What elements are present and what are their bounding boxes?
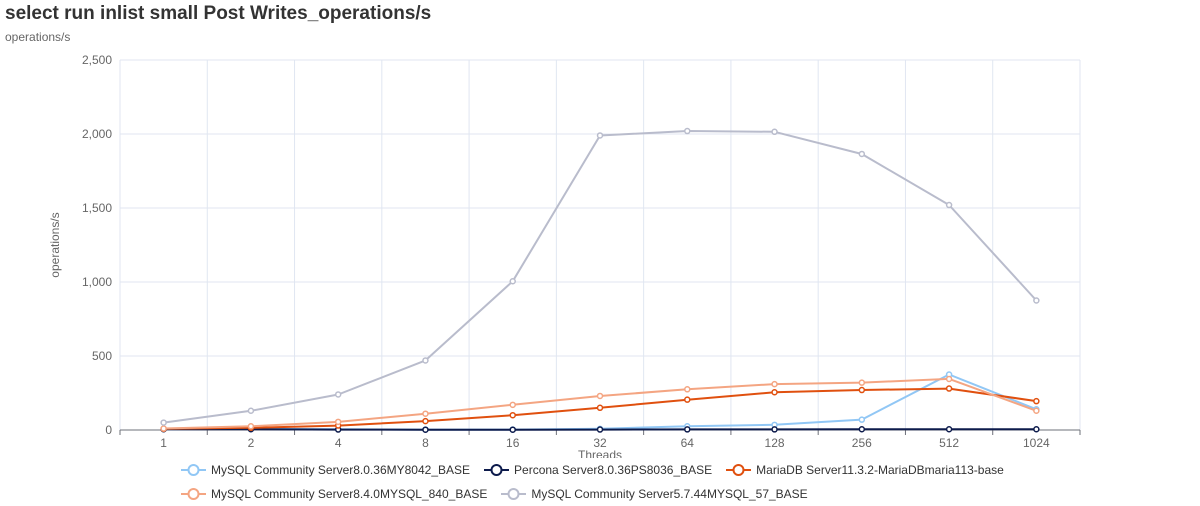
- y-tick-label: 0: [105, 423, 112, 437]
- legend-line-circle-icon: [501, 487, 526, 501]
- legend-label: Percona Server8.0.36PS8036_BASE: [514, 463, 712, 477]
- data-point[interactable]: [510, 427, 515, 432]
- y-tick-label: 500: [92, 349, 112, 363]
- x-tick-label: 128: [765, 436, 785, 450]
- x-tick-label: 64: [681, 436, 695, 450]
- x-tick-label: 16: [506, 436, 520, 450]
- y-tick-label: 1,500: [82, 201, 112, 215]
- y-tick-label: 2,500: [82, 53, 112, 67]
- data-point[interactable]: [161, 420, 166, 425]
- data-point[interactable]: [772, 427, 777, 432]
- data-point[interactable]: [248, 408, 253, 413]
- data-point[interactable]: [598, 133, 603, 138]
- x-tick-label: 1024: [1023, 436, 1050, 450]
- legend-label: MariaDB Server11.3.2-MariaDBmaria113-bas…: [756, 463, 1004, 477]
- y-tick-label: 2,000: [82, 127, 112, 141]
- data-point[interactable]: [510, 402, 515, 407]
- data-point[interactable]: [772, 390, 777, 395]
- legend-line-circle-icon: [181, 487, 206, 501]
- legend-label: MySQL Community Server8.4.0MYSQL_840_BAS…: [211, 487, 487, 501]
- x-tick-label: 8: [422, 436, 429, 450]
- legend-item[interactable]: MySQL Community Server5.7.44MYSQL_57_BAS…: [501, 487, 807, 501]
- data-point[interactable]: [1034, 427, 1039, 432]
- data-point[interactable]: [685, 397, 690, 402]
- data-point[interactable]: [685, 129, 690, 134]
- x-tick-label: 512: [939, 436, 959, 450]
- data-point[interactable]: [510, 413, 515, 418]
- y-axis-title: operations/s: [48, 212, 62, 277]
- data-point[interactable]: [947, 386, 952, 391]
- data-point[interactable]: [859, 380, 864, 385]
- data-point[interactable]: [423, 427, 428, 432]
- x-tick-label: 256: [852, 436, 872, 450]
- data-point[interactable]: [598, 393, 603, 398]
- data-point[interactable]: [248, 424, 253, 429]
- data-point[interactable]: [423, 358, 428, 363]
- legend-line-circle-icon: [181, 463, 206, 477]
- data-point[interactable]: [423, 411, 428, 416]
- data-point[interactable]: [1034, 399, 1039, 404]
- data-point[interactable]: [161, 426, 166, 431]
- data-point[interactable]: [859, 151, 864, 156]
- data-point[interactable]: [947, 376, 952, 381]
- data-point[interactable]: [336, 392, 341, 397]
- x-tick-label: 2: [248, 436, 255, 450]
- legend-row: MySQL Community Server8.0.36MY8042_BASE P…: [0, 458, 1200, 482]
- grid: [120, 60, 1080, 430]
- data-point[interactable]: [598, 427, 603, 432]
- data-point[interactable]: [947, 203, 952, 208]
- data-point[interactable]: [1034, 408, 1039, 413]
- data-point[interactable]: [947, 427, 952, 432]
- legend-line-circle-icon: [726, 463, 751, 477]
- legend-row: MySQL Community Server8.4.0MYSQL_840_BAS…: [0, 482, 1200, 506]
- data-point[interactable]: [510, 279, 515, 284]
- data-point[interactable]: [598, 405, 603, 410]
- legend-item[interactable]: Percona Server8.0.36PS8036_BASE: [484, 463, 712, 477]
- data-point[interactable]: [423, 419, 428, 424]
- legend-item[interactable]: MySQL Community Server8.4.0MYSQL_840_BAS…: [181, 487, 487, 501]
- series-layer: [161, 129, 1039, 433]
- data-point[interactable]: [859, 417, 864, 422]
- legend-item[interactable]: MariaDB Server11.3.2-MariaDBmaria113-bas…: [726, 463, 1004, 477]
- legend-item[interactable]: MySQL Community Server8.0.36MY8042_BASE: [181, 463, 470, 477]
- data-point[interactable]: [859, 388, 864, 393]
- x-axis-title: Threads: [578, 448, 622, 458]
- y-tick-label: 1,000: [82, 275, 112, 289]
- data-point[interactable]: [772, 382, 777, 387]
- data-point[interactable]: [1034, 298, 1039, 303]
- x-tick-label: 1: [160, 436, 167, 450]
- x-tick-label: 4: [335, 436, 342, 450]
- data-point[interactable]: [772, 129, 777, 134]
- legend: MySQL Community Server8.0.36MY8042_BASE P…: [0, 458, 1200, 506]
- data-point[interactable]: [685, 387, 690, 392]
- legend-label: MySQL Community Server5.7.44MYSQL_57_BAS…: [531, 487, 807, 501]
- data-point[interactable]: [685, 427, 690, 432]
- legend-line-circle-icon: [484, 463, 509, 477]
- data-point[interactable]: [859, 427, 864, 432]
- data-point[interactable]: [336, 419, 341, 424]
- legend-label: MySQL Community Server8.0.36MY8042_BASE: [211, 463, 470, 477]
